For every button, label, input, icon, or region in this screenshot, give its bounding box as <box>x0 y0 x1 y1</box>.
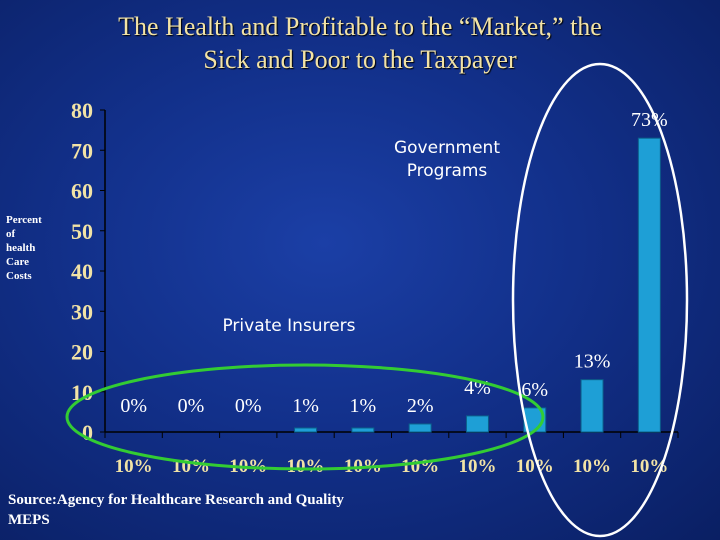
bar <box>465 415 489 433</box>
title-line-1: The Health and Profitable to the “Market… <box>118 12 602 41</box>
annotation-private-insurers: Private Insurers <box>222 316 355 336</box>
data-label: 0% <box>235 395 262 417</box>
bar <box>351 427 375 433</box>
y-tick-label: 40 <box>71 259 93 284</box>
x-tick-label: 10% <box>172 456 210 477</box>
y-axis-label-line: Costs <box>6 270 32 282</box>
data-label: 1% <box>350 395 377 417</box>
y-tick-label: 10 <box>71 380 93 405</box>
y-axis-label-line: Percent <box>6 214 42 226</box>
data-label: 0% <box>178 395 205 417</box>
slide-title: The Health and Profitable to the “Market… <box>0 10 720 76</box>
highlight-ellipses <box>65 62 689 538</box>
x-tick-label: 10% <box>287 456 325 477</box>
data-label: 13% <box>574 351 611 373</box>
x-axis-ticks: 10% 10% 10% 10% 10% 10% 10% 10% 10% 10% <box>115 456 669 477</box>
y-axis-label-line: health <box>6 242 36 254</box>
title-line-2: Sick and Poor to the Taxpayer <box>203 45 517 74</box>
bar <box>580 379 604 433</box>
chart-annotations: Government Programs Private Insurers <box>222 138 500 336</box>
y-tick-label: 0 <box>82 420 93 445</box>
source-note: Source:Agency for Healthcare Research an… <box>8 490 448 530</box>
bar <box>408 423 432 433</box>
data-label: 0% <box>120 395 147 417</box>
y-axis-label-line: Care <box>6 256 30 268</box>
bar <box>294 427 318 433</box>
y-tick-label: 20 <box>71 340 93 365</box>
bar <box>637 137 661 433</box>
x-tick-label: 10% <box>458 456 496 477</box>
annotation-government-programs: Government Programs <box>394 138 500 181</box>
data-label: 1% <box>292 395 319 417</box>
data-label: 73% <box>631 109 668 131</box>
y-tick-label: 30 <box>71 299 93 324</box>
data-labels: 0% 0% 0% 1% 1% 2%4% 6%13%73% <box>120 109 667 417</box>
y-axis-label: Percent of health Care Costs <box>6 213 66 283</box>
x-tick-label: 10% <box>516 456 554 477</box>
y-axis-label-line: of <box>6 228 16 240</box>
y-tick-label: 80 <box>71 98 93 123</box>
x-tick-label: 10% <box>401 456 439 477</box>
white-ellipse-government <box>511 62 689 538</box>
green-ellipse-private <box>65 363 545 471</box>
data-label: 2% <box>407 395 434 417</box>
source-line-2: MEPS <box>8 512 50 528</box>
x-tick-label: 10% <box>115 456 153 477</box>
x-tick-label: 10% <box>573 456 611 477</box>
y-tick-label: 70 <box>71 138 93 163</box>
y-tick-label: 60 <box>71 179 93 204</box>
data-label: 6% <box>521 379 548 401</box>
source-line-1: Source:Agency for Healthcare Research an… <box>8 492 344 508</box>
y-tick-label: 50 <box>71 219 93 244</box>
y-axis-ticks: 0 10 20 30 40 50 60 70 80 <box>71 98 105 445</box>
